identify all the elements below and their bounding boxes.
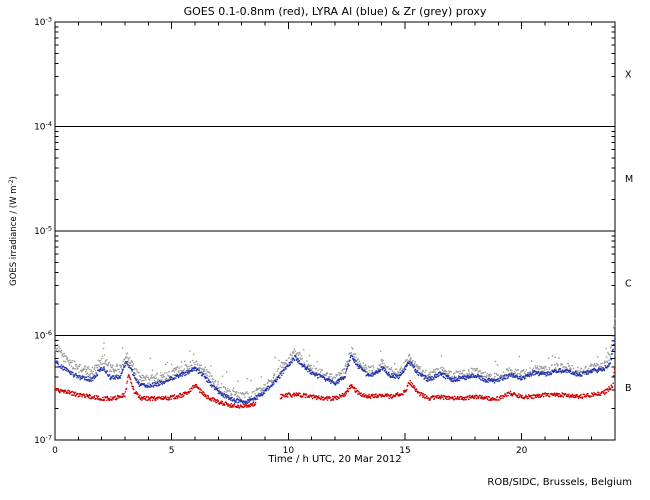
svg-text:B: B — [625, 383, 632, 394]
svg-text:X: X — [625, 69, 632, 80]
svg-text:20: 20 — [516, 446, 528, 456]
x-axis-label: Time / h UTC, 20 Mar 2012 — [268, 454, 402, 465]
svg-text:15: 15 — [399, 446, 410, 456]
svg-text:M: M — [625, 174, 633, 185]
credit-text: ROB/SIDC, Brussels, Belgium — [487, 477, 632, 488]
svg-text:10-4: 10-4 — [34, 120, 52, 133]
svg-text:10-3: 10-3 — [34, 16, 52, 29]
svg-text:0: 0 — [52, 446, 58, 456]
svg-text:C: C — [625, 278, 632, 289]
svg-text:10: 10 — [283, 446, 295, 456]
svg-text:10-6: 10-6 — [34, 329, 52, 342]
svg-text:5: 5 — [169, 446, 175, 456]
chart-title: GOES 0.1-0.8nm (red), LYRA Al (blue) & Z… — [183, 5, 487, 18]
svg-text:GOES irradiance / (W m-2): GOES irradiance / (W m-2) — [8, 176, 19, 286]
svg-text:10-7: 10-7 — [34, 434, 52, 447]
svg-text:10-5: 10-5 — [34, 225, 52, 238]
